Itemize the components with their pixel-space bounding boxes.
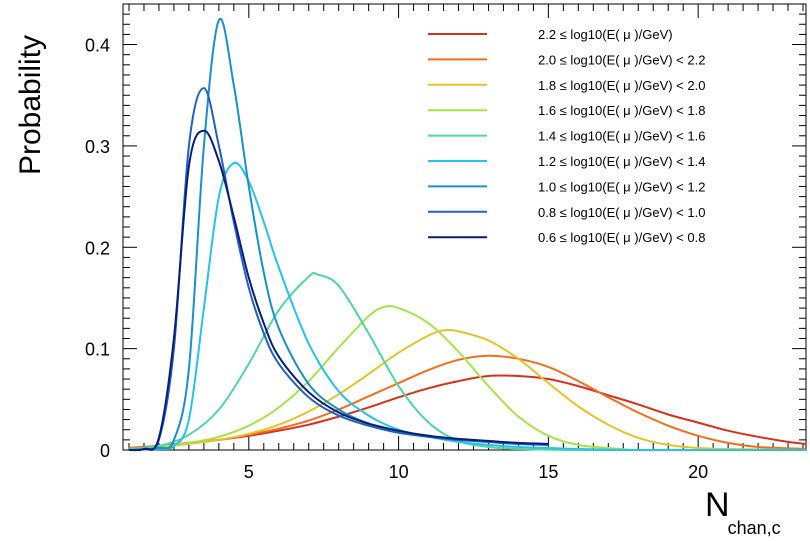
x-axis-label-main: N bbox=[705, 486, 730, 524]
x-tick-label: 15 bbox=[538, 462, 558, 482]
legend-label-2: 1.8 ≤ log10(E( μ )/GeV) < 2.0 bbox=[538, 78, 705, 93]
series-line-3 bbox=[128, 305, 806, 452]
legend-label-4: 1.4 ≤ log10(E( μ )/GeV) < 1.6 bbox=[538, 129, 705, 144]
series-line-2 bbox=[128, 328, 807, 451]
y-axis-label: Probability bbox=[14, 35, 47, 175]
legend-label-1: 2.0 ≤ log10(E( μ )/GeV) < 2.2 bbox=[538, 52, 705, 67]
y-tick-label: 0.3 bbox=[85, 137, 110, 157]
series-line-4 bbox=[128, 271, 806, 452]
x-axis-ticks: 5 10 15 20 bbox=[128, 4, 804, 482]
x-tick-label: 10 bbox=[389, 462, 409, 482]
legend-label-7: 0.8 ≤ log10(E( μ )/GeV) < 1.0 bbox=[538, 205, 705, 220]
series-line-1 bbox=[128, 354, 807, 450]
series-line-5 bbox=[128, 161, 807, 452]
legend: 2.2 ≤ log10(E( μ )/GeV) 2.0 ≤ log10(E( μ … bbox=[428, 27, 705, 245]
legend-label-6: 1.0 ≤ log10(E( μ )/GeV) < 1.2 bbox=[538, 179, 705, 194]
legend-label-5: 1.2 ≤ log10(E( μ )/GeV) < 1.4 bbox=[538, 154, 705, 169]
series-lines bbox=[128, 17, 807, 452]
plot-frame bbox=[122, 3, 807, 451]
y-tick-label: 0.1 bbox=[85, 340, 110, 360]
legend-label-0: 2.2 ≤ log10(E( μ )/GeV) bbox=[538, 27, 673, 42]
x-axis-label-sub: chan,c bbox=[728, 518, 781, 538]
series-line-8 bbox=[128, 129, 549, 452]
y-tick-label: 0 bbox=[100, 441, 110, 461]
y-axis-ticks: 0 0.1 0.2 0.3 0.4 bbox=[85, 3, 806, 461]
series-line-6 bbox=[128, 17, 549, 451]
x-tick-label: 20 bbox=[688, 462, 708, 482]
y-tick-label: 0.2 bbox=[85, 238, 110, 258]
x-tick-label: 5 bbox=[244, 462, 254, 482]
legend-label-8: 0.6 ≤ log10(E( μ )/GeV) < 0.8 bbox=[538, 230, 705, 245]
y-tick-label: 0.4 bbox=[85, 36, 110, 56]
legend-label-3: 1.6 ≤ log10(E( μ )/GeV) < 1.8 bbox=[538, 103, 705, 118]
